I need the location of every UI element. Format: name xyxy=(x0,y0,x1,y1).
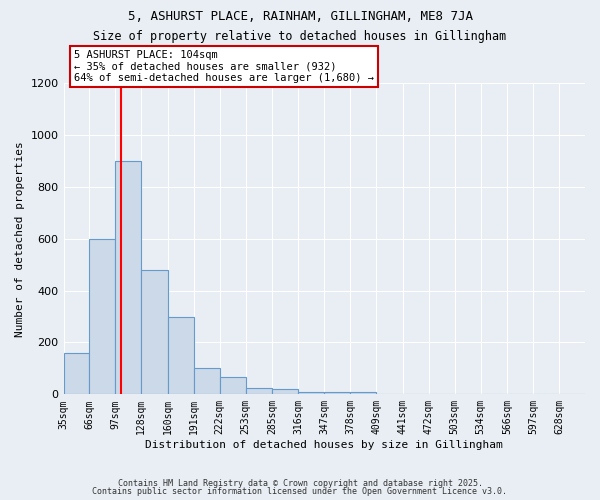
X-axis label: Distribution of detached houses by size in Gillingham: Distribution of detached houses by size … xyxy=(145,440,503,450)
Bar xyxy=(89,239,115,394)
Bar xyxy=(324,392,350,394)
Bar xyxy=(141,270,168,394)
Bar xyxy=(115,161,141,394)
Y-axis label: Number of detached properties: Number of detached properties xyxy=(15,141,25,336)
Text: Contains HM Land Registry data © Crown copyright and database right 2025.: Contains HM Land Registry data © Crown c… xyxy=(118,478,482,488)
Bar xyxy=(350,392,376,394)
Text: 5, ASHURST PLACE, RAINHAM, GILLINGHAM, ME8 7JA: 5, ASHURST PLACE, RAINHAM, GILLINGHAM, M… xyxy=(128,10,473,23)
Text: 5 ASHURST PLACE: 104sqm
← 35% of detached houses are smaller (932)
64% of semi-d: 5 ASHURST PLACE: 104sqm ← 35% of detache… xyxy=(74,50,374,83)
Bar xyxy=(220,378,246,394)
Bar xyxy=(298,392,324,394)
Bar xyxy=(64,353,89,395)
Bar xyxy=(272,389,298,394)
Bar xyxy=(246,388,272,394)
Bar xyxy=(194,368,220,394)
Text: Size of property relative to detached houses in Gillingham: Size of property relative to detached ho… xyxy=(94,30,506,43)
Bar xyxy=(168,316,194,394)
Text: Contains public sector information licensed under the Open Government Licence v3: Contains public sector information licen… xyxy=(92,487,508,496)
